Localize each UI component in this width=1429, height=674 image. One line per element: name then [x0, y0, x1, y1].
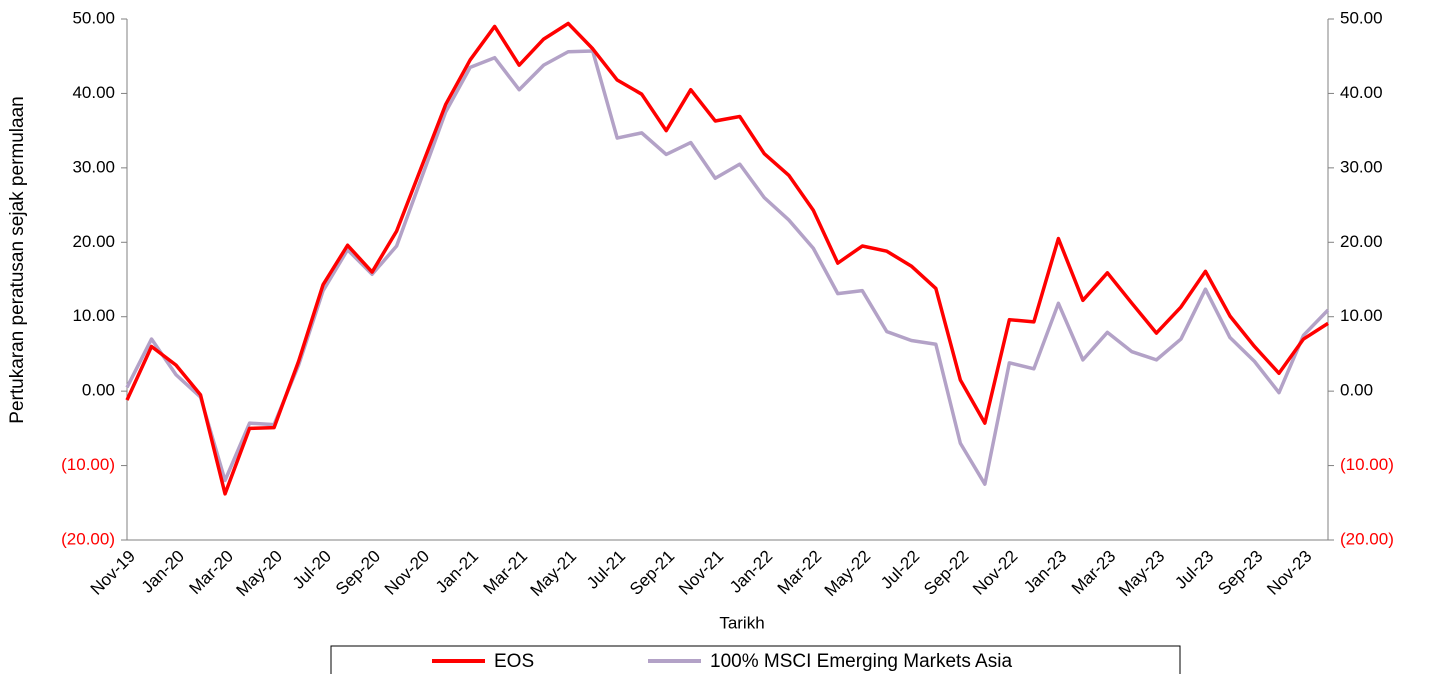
legend-label: EOS — [494, 651, 534, 672]
x-tick-label: Sep-21 — [626, 547, 678, 599]
x-tick-label: Mar-21 — [480, 547, 532, 599]
y2-tick-label: 30.00 — [1340, 157, 1383, 176]
x-tick-label: Jul-23 — [1171, 547, 1217, 593]
x-tick-label: Nov-22 — [969, 547, 1021, 599]
x-tick-label: Nov-20 — [381, 547, 433, 599]
y2-tick-label: 20.00 — [1340, 232, 1383, 251]
x-tick-label: Jan-20 — [138, 547, 188, 597]
x-tick-label: Sep-23 — [1214, 547, 1266, 599]
x-tick-label: Mar-22 — [774, 547, 826, 599]
x-tick-label: May-21 — [527, 547, 581, 601]
x-tick-label: May-22 — [821, 547, 875, 601]
x-tick-label: May-23 — [1115, 547, 1169, 601]
y2-tick-label: 50.00 — [1340, 8, 1383, 27]
x-tick-label: Jul-21 — [583, 547, 629, 593]
y-tick-label: 20.00 — [72, 232, 115, 251]
y-tick-label: 40.00 — [72, 83, 115, 102]
x-tick-label: Jan-21 — [432, 547, 482, 597]
y-tick-label: (20.00) — [61, 529, 115, 548]
y2-tick-label: (20.00) — [1340, 529, 1394, 548]
line-series — [125, 49, 1330, 486]
legend-label: 100% MSCI Emerging Markets Asia — [710, 651, 1012, 672]
x-tick-label: Sep-20 — [332, 547, 384, 599]
y-tick-label: 30.00 — [72, 157, 115, 176]
x-tick-label: Nov-19 — [87, 547, 139, 599]
x-tick-label: May-20 — [233, 547, 287, 601]
y2-tick-label: 0.00 — [1340, 381, 1373, 400]
x-tick-label: Nov-23 — [1263, 547, 1315, 599]
y-tick-label: 50.00 — [72, 8, 115, 27]
y-axis-title: Pertukaran peratusan sejak permulaan — [7, 96, 28, 423]
x-tick-label: Jul-22 — [877, 547, 923, 593]
x-axis-title: Tarikh — [719, 613, 764, 632]
x-tick-label: Sep-22 — [920, 547, 972, 599]
x-tick-label: Jan-22 — [726, 547, 776, 597]
y2-tick-label: (10.00) — [1340, 455, 1394, 474]
line-series — [125, 21, 1329, 496]
y-tick-label: 10.00 — [72, 306, 115, 325]
x-tick-label: Jan-23 — [1020, 547, 1070, 597]
y-tick-label: (10.00) — [61, 455, 115, 474]
y-tick-label: 0.00 — [82, 381, 115, 400]
x-tick-label: Mar-20 — [186, 547, 238, 599]
x-tick-label: Nov-21 — [675, 547, 727, 599]
y2-tick-label: 40.00 — [1340, 83, 1383, 102]
x-tick-label: Jul-20 — [289, 547, 335, 593]
x-tick-label: Mar-23 — [1068, 547, 1120, 599]
y2-tick-label: 10.00 — [1340, 306, 1383, 325]
